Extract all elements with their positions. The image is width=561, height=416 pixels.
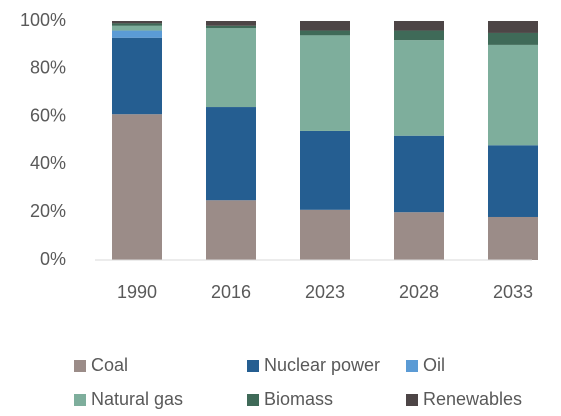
bar-segment — [394, 30, 444, 41]
bar-segment — [112, 25, 162, 31]
x-tick-label: 2028 — [399, 282, 439, 302]
bar-segment — [206, 21, 256, 26]
legend-swatch — [406, 394, 418, 406]
bar-segment — [300, 35, 350, 131]
bar-segment — [206, 25, 256, 29]
legend-label: Nuclear power — [264, 355, 380, 375]
bar-segment — [206, 107, 256, 201]
x-tick-label: 2023 — [305, 282, 345, 302]
y-tick-label: 80% — [30, 58, 66, 78]
bar-segment — [206, 200, 256, 260]
bar-segment — [394, 212, 444, 260]
bar-segment — [112, 30, 162, 38]
legend-label: Oil — [423, 355, 445, 375]
y-tick-label: 0% — [40, 249, 66, 269]
x-tick-label: 1990 — [117, 282, 157, 302]
bar-segment — [206, 28, 256, 108]
bar-segment — [394, 40, 444, 136]
bar-segment — [488, 44, 538, 146]
bar-segment — [300, 21, 350, 31]
y-tick-label: 100% — [20, 10, 66, 30]
bar-segment — [394, 135, 444, 213]
bar-segment — [488, 21, 538, 33]
legend-swatch — [247, 360, 259, 372]
bar-segment — [488, 216, 538, 260]
bar-segment — [488, 32, 538, 45]
legend-swatch — [74, 394, 86, 406]
legend-label: Natural gas — [91, 389, 183, 409]
bar-segment — [112, 21, 162, 24]
y-tick-label: 60% — [30, 105, 66, 125]
x-tick-label: 2033 — [493, 282, 533, 302]
bar-segment — [394, 21, 444, 31]
bar-segment — [300, 30, 350, 36]
bar-segment — [300, 130, 350, 210]
legend-swatch — [74, 360, 86, 372]
legend-label: Coal — [91, 355, 128, 375]
y-tick-label: 20% — [30, 201, 66, 221]
bar-segment — [112, 114, 162, 261]
bar-segment — [488, 145, 538, 217]
bar-segment — [112, 37, 162, 115]
bar-segment — [112, 23, 162, 26]
legend-label: Biomass — [264, 389, 333, 409]
legend-swatch — [406, 360, 418, 372]
x-tick-label: 2016 — [211, 282, 251, 302]
legend-swatch — [247, 394, 259, 406]
bar-segment — [300, 209, 350, 260]
y-tick-label: 40% — [30, 153, 66, 173]
legend-label: Renewables — [423, 389, 522, 409]
